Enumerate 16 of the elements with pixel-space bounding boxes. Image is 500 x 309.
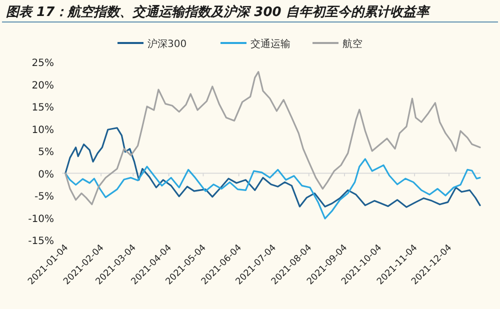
- y-tick-label: -15%: [28, 236, 54, 247]
- chart-title: 图表 17：航空指数、交通运输指数及沪深 300 自年初至今的累计收益率: [6, 4, 431, 20]
- legend-label: 沪深300: [148, 38, 187, 50]
- line-series: [64, 127, 481, 208]
- line-series: [64, 158, 481, 220]
- y-tick-label: 0%: [38, 169, 54, 180]
- line-series: [64, 71, 481, 206]
- y-tick-label: 5%: [38, 147, 54, 158]
- y-tick-label: -5%: [34, 192, 54, 202]
- y-tick-label: 25%: [32, 58, 54, 69]
- legend-label: 交通运输: [250, 38, 290, 50]
- y-tick-label: 20%: [32, 80, 54, 92]
- y-tick-label: -10%: [28, 214, 54, 225]
- y-tick-label: 15%: [32, 102, 54, 114]
- legend-label: 航空: [342, 38, 362, 50]
- y-tick-label: 10%: [32, 124, 54, 136]
